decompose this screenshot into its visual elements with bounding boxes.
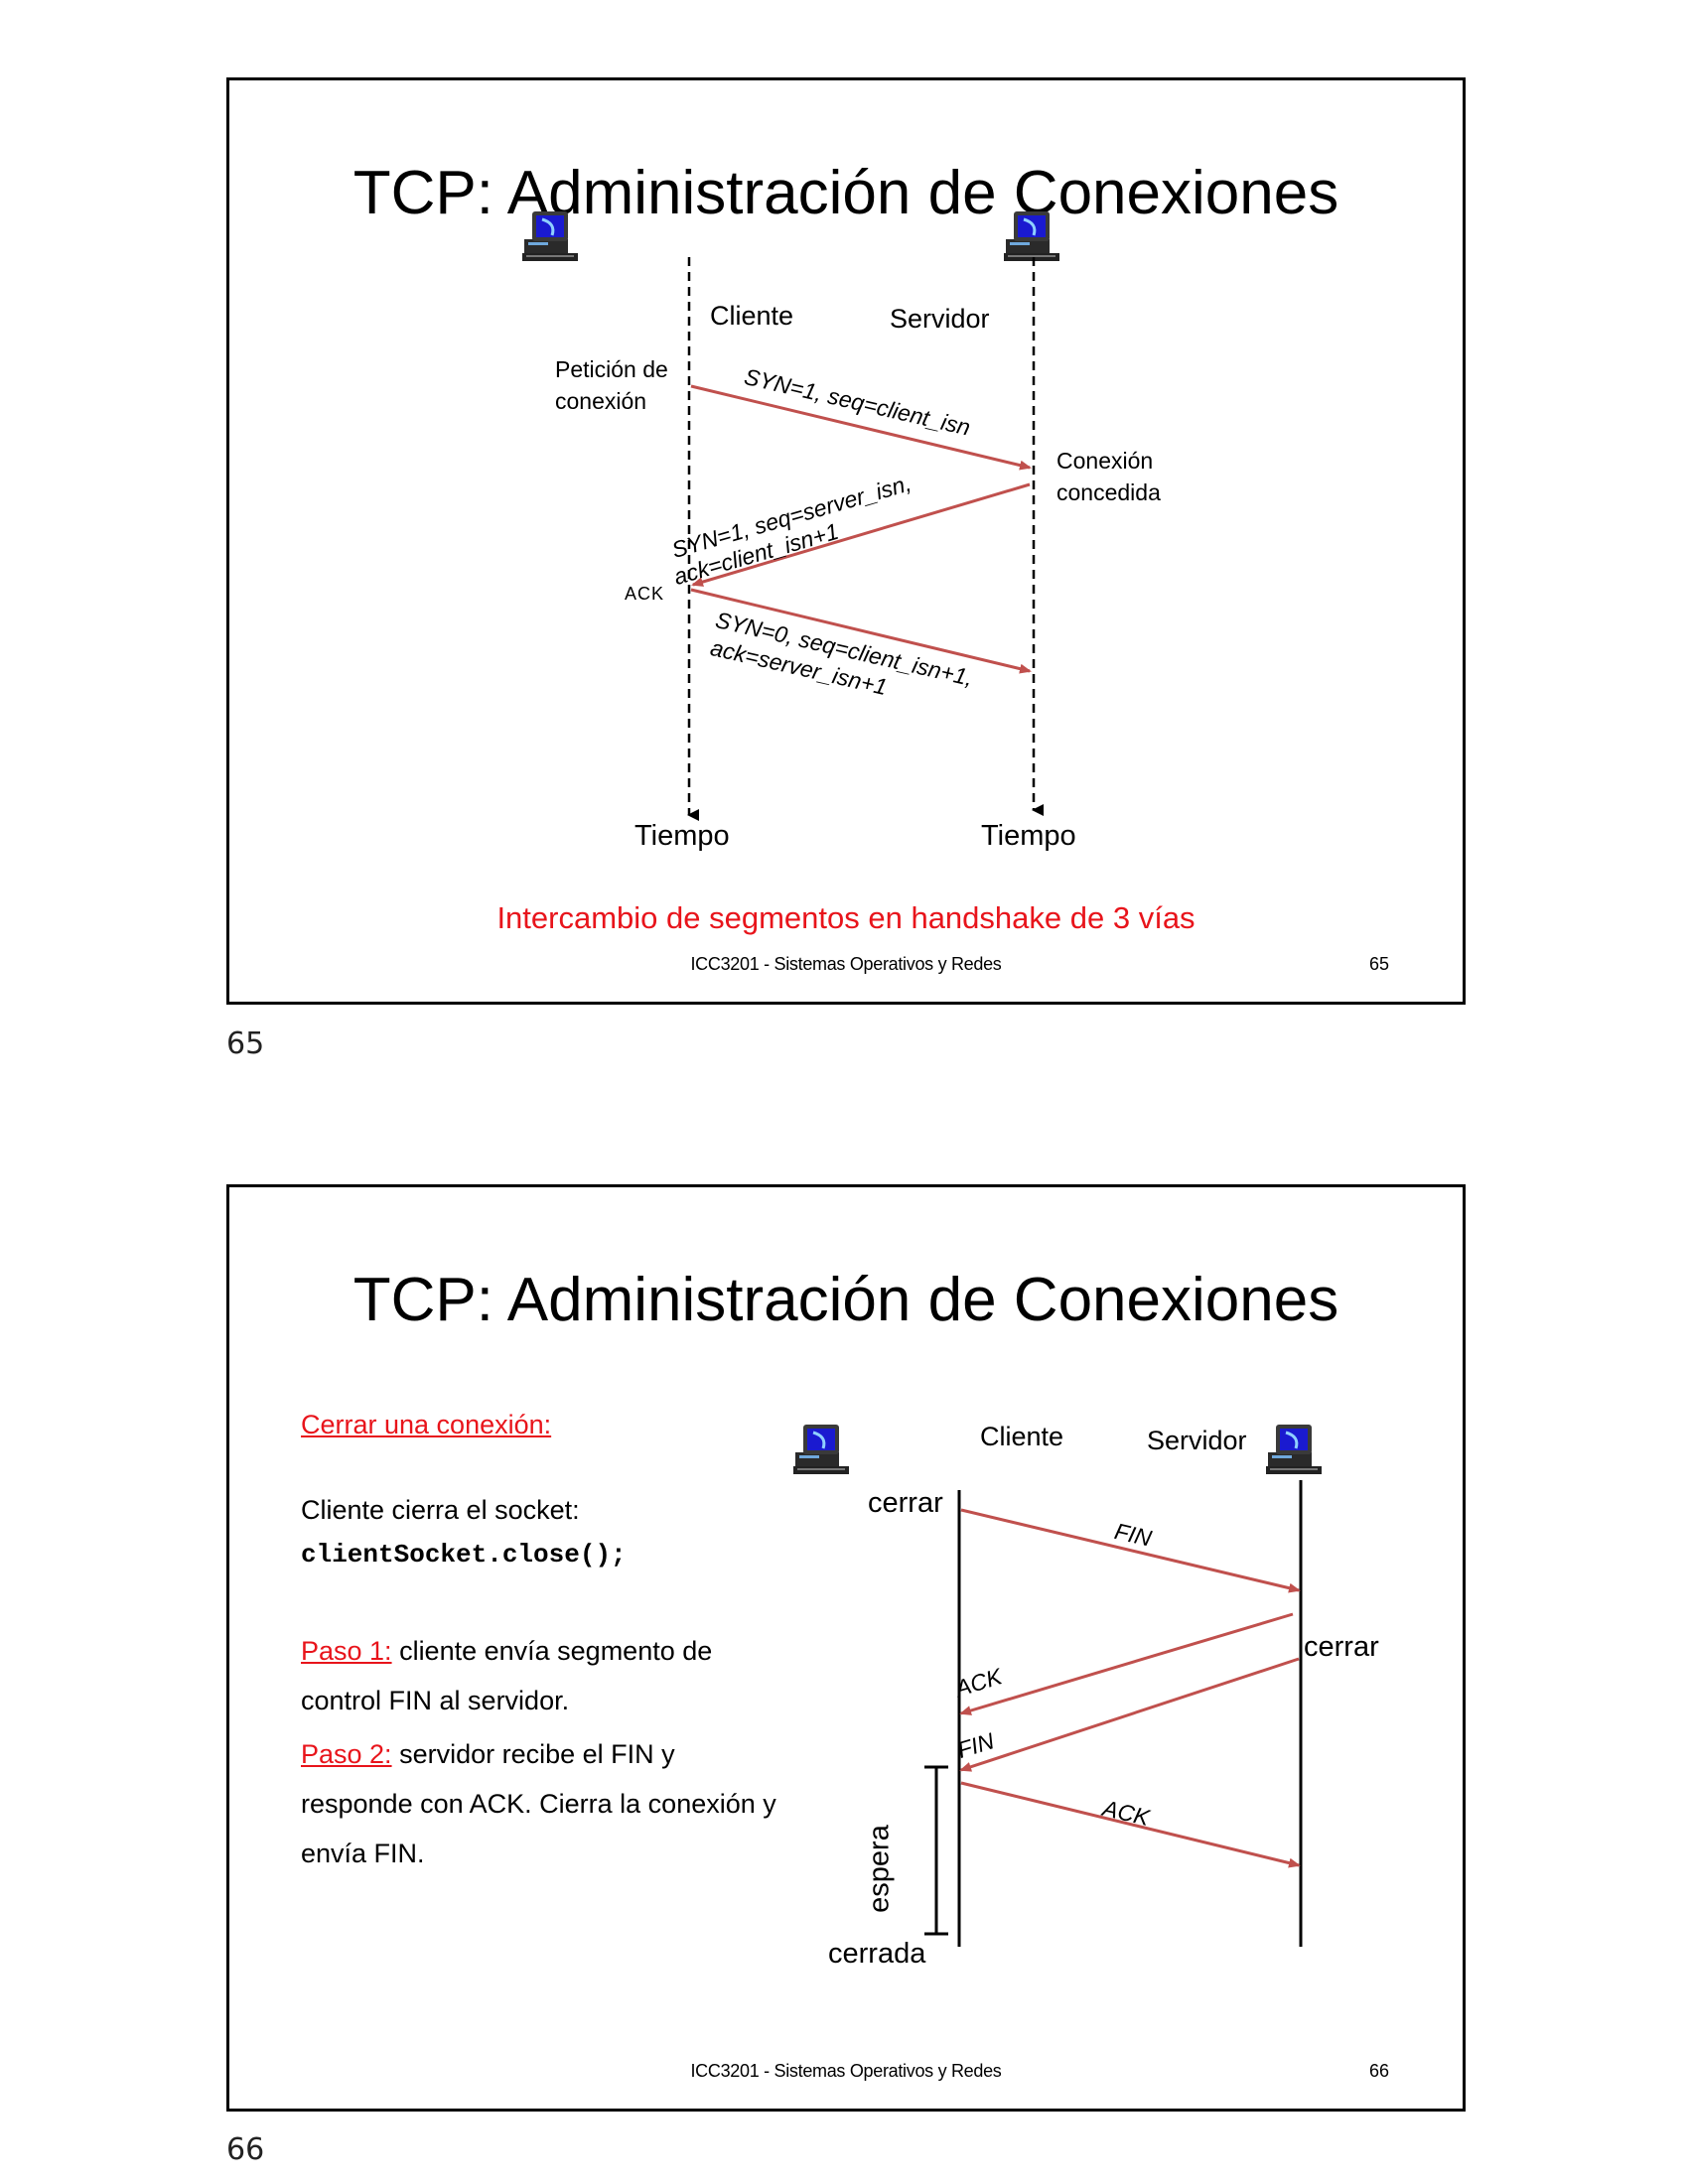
request-label-line2: conexión [555,388,647,414]
paso2-line2: responde con ACK. Cierra la conexión y [301,1789,776,1819]
synack-arrow [691,482,1031,587]
ack-arrow [690,588,1032,674]
handshake-caption: Intercambio de segmentos en handshake de… [496,900,1196,935]
granted-label-line2: concedida [1056,479,1161,505]
computer-icon [1264,1423,1324,1476]
ack-arrow-2 [960,1781,1301,1868]
slide-number: 65 [1369,954,1390,974]
syn-arrow [690,384,1032,471]
paso1-line1: Paso 1: cliente envía segmento de [301,1626,712,1676]
paso1-line2: control FIN al servidor. [301,1686,570,1715]
fin-arrow [960,1508,1301,1593]
slide-title: TCP: Administración de Conexiones [352,159,1339,227]
fin-arrow-2 [959,1657,1300,1772]
paso2-text: servidor recibe el FIN y [391,1739,675,1769]
page-label: 66 [226,2132,265,2167]
slide-title: TCP: Administración de Conexiones [352,1266,1339,1334]
computer-icon [520,209,580,263]
computer-icon [1002,209,1061,263]
close-heading-text: Cerrar una conexión: [301,1410,552,1439]
paso2-line3: envía FIN. [301,1839,425,1868]
close-heading: Cerrar una conexión: [301,1400,551,1449]
slide-66: TCP: Administración de Conexiones Cerrar… [226,1184,1466,2112]
page-label: 65 [226,1026,265,1061]
close-code: clientSocket.close(); [301,1540,627,1570]
slide-65: TCP: Administración de Conexiones [226,77,1466,1005]
closed-label: cerrada [828,1938,926,1970]
paso2-label: Paso 2: [301,1739,392,1769]
close-label-client: cerrar [868,1487,943,1519]
ack-label: ACK [625,584,665,604]
slide-footer: ICC3201 - Sistemas Operativos y Redes [690,2061,1002,2081]
slide-footer: ICC3201 - Sistemas Operativos y Redes [690,954,1002,974]
paso1-text: cliente envía segmento de [391,1636,713,1666]
client-label: Cliente [980,1422,1064,1451]
server-label: Servidor [890,304,990,334]
request-label-line1: Petición de [555,356,668,382]
paso2-line1: Paso 2: servidor recibe el FIN y [301,1729,675,1779]
granted-label-line1: Conexión [1056,448,1154,474]
close-diagram [791,1423,1324,1947]
time-label-client: Tiempo [634,820,730,852]
handshake-diagram [520,209,1061,821]
wait-label: espera [863,1825,896,1913]
time-label-server: Tiempo [981,820,1076,852]
close-line1: Cliente cierra el socket: [301,1495,580,1525]
close-label-server: cerrar [1304,1631,1379,1663]
server-label: Servidor [1147,1426,1247,1455]
client-label: Cliente [710,301,794,331]
computer-icon [791,1423,851,1476]
slide-number: 66 [1369,2061,1390,2081]
paso1-label: Paso 1: [301,1636,392,1666]
ack-arrow [959,1612,1294,1715]
